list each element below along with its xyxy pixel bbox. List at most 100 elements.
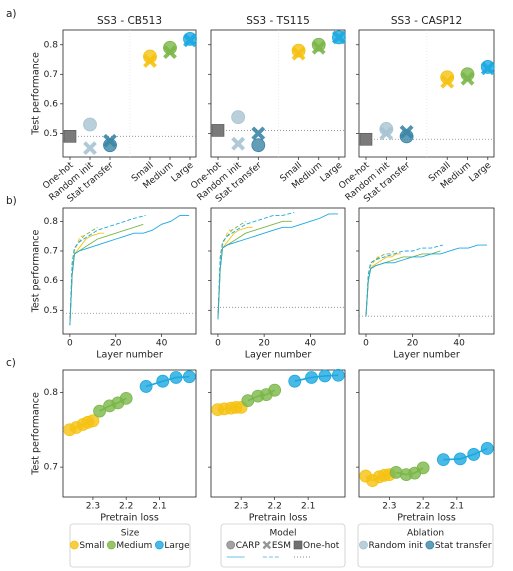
legend-title: Model <box>269 529 296 539</box>
x-tick-label: 2.1 <box>301 502 315 512</box>
x-tick-label: 2.3 <box>382 502 396 512</box>
x-axis-label: Layer number <box>96 350 163 361</box>
legend-label: Stat transfer <box>435 541 492 551</box>
marker-circle <box>436 453 450 467</box>
marker-x <box>399 124 414 139</box>
marker-circle <box>291 43 306 58</box>
series-line <box>294 374 339 382</box>
x-tick-label: 2.2 <box>119 502 133 512</box>
marker-x <box>231 136 246 151</box>
x-axis-label: Layer number <box>245 350 312 361</box>
marker-circle <box>331 368 345 382</box>
marker-x <box>291 46 306 61</box>
x-tick-label: 20 <box>110 339 122 349</box>
series-line <box>365 244 488 317</box>
x-tick-label: 2.1 <box>450 502 464 512</box>
legend-label: One-hot <box>303 541 340 551</box>
plot-frame <box>210 207 346 335</box>
marker-circle <box>268 383 282 397</box>
series-line <box>69 214 190 326</box>
legend-items: CARP ESM One-hot <box>226 540 340 551</box>
chart-title: SS3 - CASP12 <box>391 15 462 27</box>
y-tick-label: 0.5 <box>44 129 58 139</box>
series-line <box>69 214 146 326</box>
marker-x <box>331 30 346 45</box>
marker-circle <box>83 117 97 132</box>
plot-frame <box>62 369 197 498</box>
chart-title: SS3 - CB513 <box>97 15 162 27</box>
x-tick-label: 40 <box>156 339 168 349</box>
marker-square <box>359 132 373 146</box>
marker-x <box>103 133 117 148</box>
marker-circle <box>182 370 196 384</box>
marker-x <box>83 141 97 156</box>
marker-circle <box>154 540 164 550</box>
x-tick-label: 40 <box>305 339 317 349</box>
x-tick-label: 2.2 <box>416 502 430 512</box>
marker-x <box>311 40 326 55</box>
plot-frame <box>62 207 197 335</box>
x-tick-label: 0 <box>67 339 73 349</box>
plot-frame <box>210 29 346 158</box>
marker-circle <box>288 374 302 388</box>
marker-circle <box>453 452 467 466</box>
plot-frame <box>358 29 495 158</box>
marker-circle <box>251 138 266 153</box>
plot-frame <box>210 369 346 498</box>
marker-x <box>183 33 197 48</box>
marker-circle <box>318 369 332 383</box>
marker-x <box>143 54 157 68</box>
y-axis-label: Test performance <box>31 392 42 476</box>
series-line <box>217 212 295 320</box>
y-axis-label: Test performance <box>31 52 42 136</box>
x-axis-label: Pretrain loss <box>397 513 456 524</box>
legend-title: Ablation <box>407 529 444 539</box>
marker-square <box>63 130 77 143</box>
series-line <box>217 220 246 320</box>
marker-circle <box>139 380 153 393</box>
marker-circle <box>106 540 116 550</box>
legend-box <box>220 523 346 568</box>
series-line <box>69 223 144 326</box>
marker-x <box>262 540 272 550</box>
marker-circle <box>69 540 79 550</box>
marker-circle <box>311 37 326 52</box>
x-tick-label: 0 <box>215 339 221 349</box>
y-tick-label: 0.8 <box>44 40 59 50</box>
y-tick-label: 0.7 <box>44 463 58 473</box>
marker-square <box>293 540 303 550</box>
marker-circle <box>305 371 318 384</box>
marker-circle <box>156 374 170 388</box>
y-tick-label: 0.7 <box>44 70 58 80</box>
legend-items: Small Medium Large <box>69 540 190 551</box>
marker-x <box>379 126 394 141</box>
series-line <box>365 250 441 317</box>
marker-x <box>251 126 266 141</box>
y-tick-label: 0.8 <box>44 388 59 398</box>
series-line <box>145 375 190 388</box>
y-tick-label: 0.6 <box>44 276 59 286</box>
marker-x <box>163 45 177 60</box>
plot-frame <box>62 29 197 158</box>
marker-circle <box>416 461 430 475</box>
y-axis-label: Test performance <box>31 230 42 314</box>
x-tick-label: 0 <box>363 339 369 349</box>
legend-label: CARP <box>236 541 261 551</box>
legend-label: Large <box>164 541 190 551</box>
panel-label: a) <box>6 8 17 20</box>
panel-label: b) <box>6 195 17 207</box>
series-line <box>217 213 339 320</box>
series-line <box>365 244 443 317</box>
marker-circle <box>226 540 236 550</box>
y-tick-label: 0.6 <box>44 99 59 109</box>
legend-label: Small <box>79 541 104 551</box>
chart-title: SS3 - TS115 <box>246 15 310 27</box>
panel-label: c) <box>6 357 16 369</box>
marker-circle <box>93 404 106 418</box>
marker-x <box>460 71 475 86</box>
marker-x <box>440 74 455 89</box>
marker-square <box>211 124 225 137</box>
x-tick-label: 2.3 <box>234 502 248 512</box>
x-axis-label: Pretrain loss <box>249 513 308 524</box>
